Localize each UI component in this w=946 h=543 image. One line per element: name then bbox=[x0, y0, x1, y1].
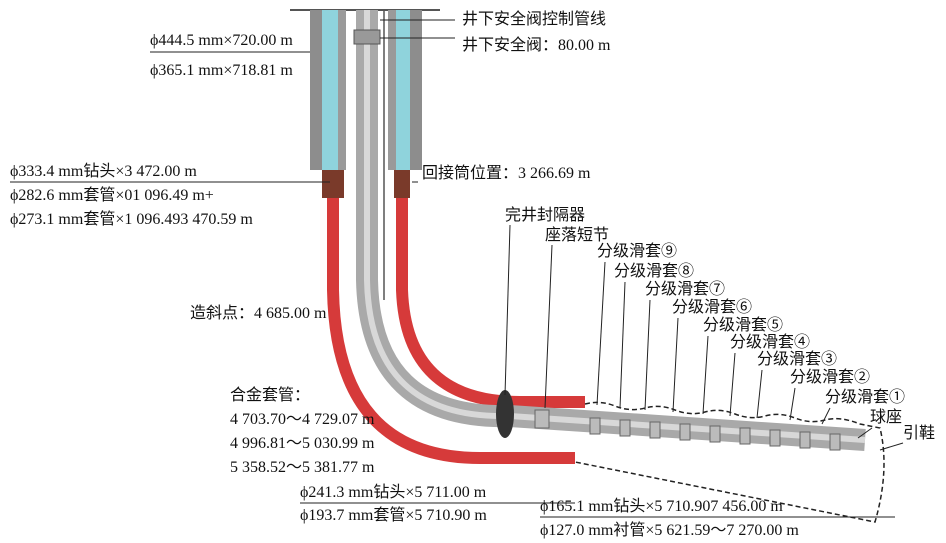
sleeves bbox=[589, 417, 841, 451]
label: 引鞋 bbox=[903, 424, 935, 442]
label: ϕ365.1 mm×718.81 m bbox=[150, 62, 293, 79]
label: 井下安全阀控制管线 bbox=[462, 10, 606, 28]
casing-wall bbox=[338, 10, 346, 170]
label: ϕ241.3 mm钻头×5 711.00 m bbox=[300, 483, 487, 501]
label: 4 996.81～5 030.99 m bbox=[230, 435, 375, 452]
cement bbox=[322, 10, 338, 170]
label: 井下安全阀：80.00 m bbox=[462, 36, 611, 54]
label: 4 703.70～4 729.07 m bbox=[230, 411, 375, 428]
label: 完井封隔器 bbox=[505, 206, 585, 224]
landing-nipple bbox=[534, 409, 550, 429]
label: 合金套管： bbox=[230, 386, 310, 404]
label: 座落短节 bbox=[545, 226, 609, 244]
label: ϕ273.1 mm套管×1 096.493 470.59 m bbox=[10, 210, 253, 228]
label: 回接筒位置：3 266.69 m bbox=[422, 164, 591, 182]
label: 分级滑套⑧ bbox=[614, 262, 694, 280]
label: 分级滑套① bbox=[825, 388, 905, 406]
label: 分级滑套③ bbox=[757, 350, 837, 368]
outer-casing bbox=[410, 10, 422, 170]
label: ϕ127.0 mm衬管×5 621.59～7 270.00 m bbox=[540, 521, 799, 539]
label: ϕ282.6 mm套管×01 096.49 m+ bbox=[10, 186, 214, 204]
label: 分级滑套⑥ bbox=[672, 298, 752, 316]
leader-lines bbox=[10, 19, 904, 518]
label: 造斜点：4 685.00 m bbox=[190, 304, 327, 322]
label: 分级滑套⑦ bbox=[645, 280, 725, 298]
casing-wall bbox=[388, 10, 396, 170]
label: 分级滑套④ bbox=[730, 333, 810, 351]
label: 分级滑套② bbox=[790, 368, 870, 386]
label: ϕ193.7 mm套管×5 710.90 m bbox=[300, 506, 487, 524]
label: ϕ444.5 mm×720.00 m bbox=[150, 32, 293, 49]
tubing-highlight bbox=[364, 10, 866, 443]
outer-casing bbox=[310, 10, 322, 170]
label: ϕ333.4 mm钻头×3 472.00 m bbox=[10, 162, 197, 180]
label: 分级滑套⑤ bbox=[703, 316, 783, 334]
tie-back bbox=[394, 170, 410, 198]
packer bbox=[496, 390, 514, 438]
label: ϕ165.1 mm钻头×5 710.907 456.00 m bbox=[540, 497, 783, 515]
tie-back bbox=[322, 170, 344, 198]
cement bbox=[394, 10, 410, 170]
label: 分级滑套⑨ bbox=[597, 242, 677, 260]
safety-valve bbox=[353, 29, 381, 45]
production-casing bbox=[327, 198, 575, 464]
label: 球座 bbox=[870, 408, 902, 426]
label: 5 358.52～5 381.77 m bbox=[230, 459, 375, 476]
open-hole bbox=[574, 401, 885, 523]
